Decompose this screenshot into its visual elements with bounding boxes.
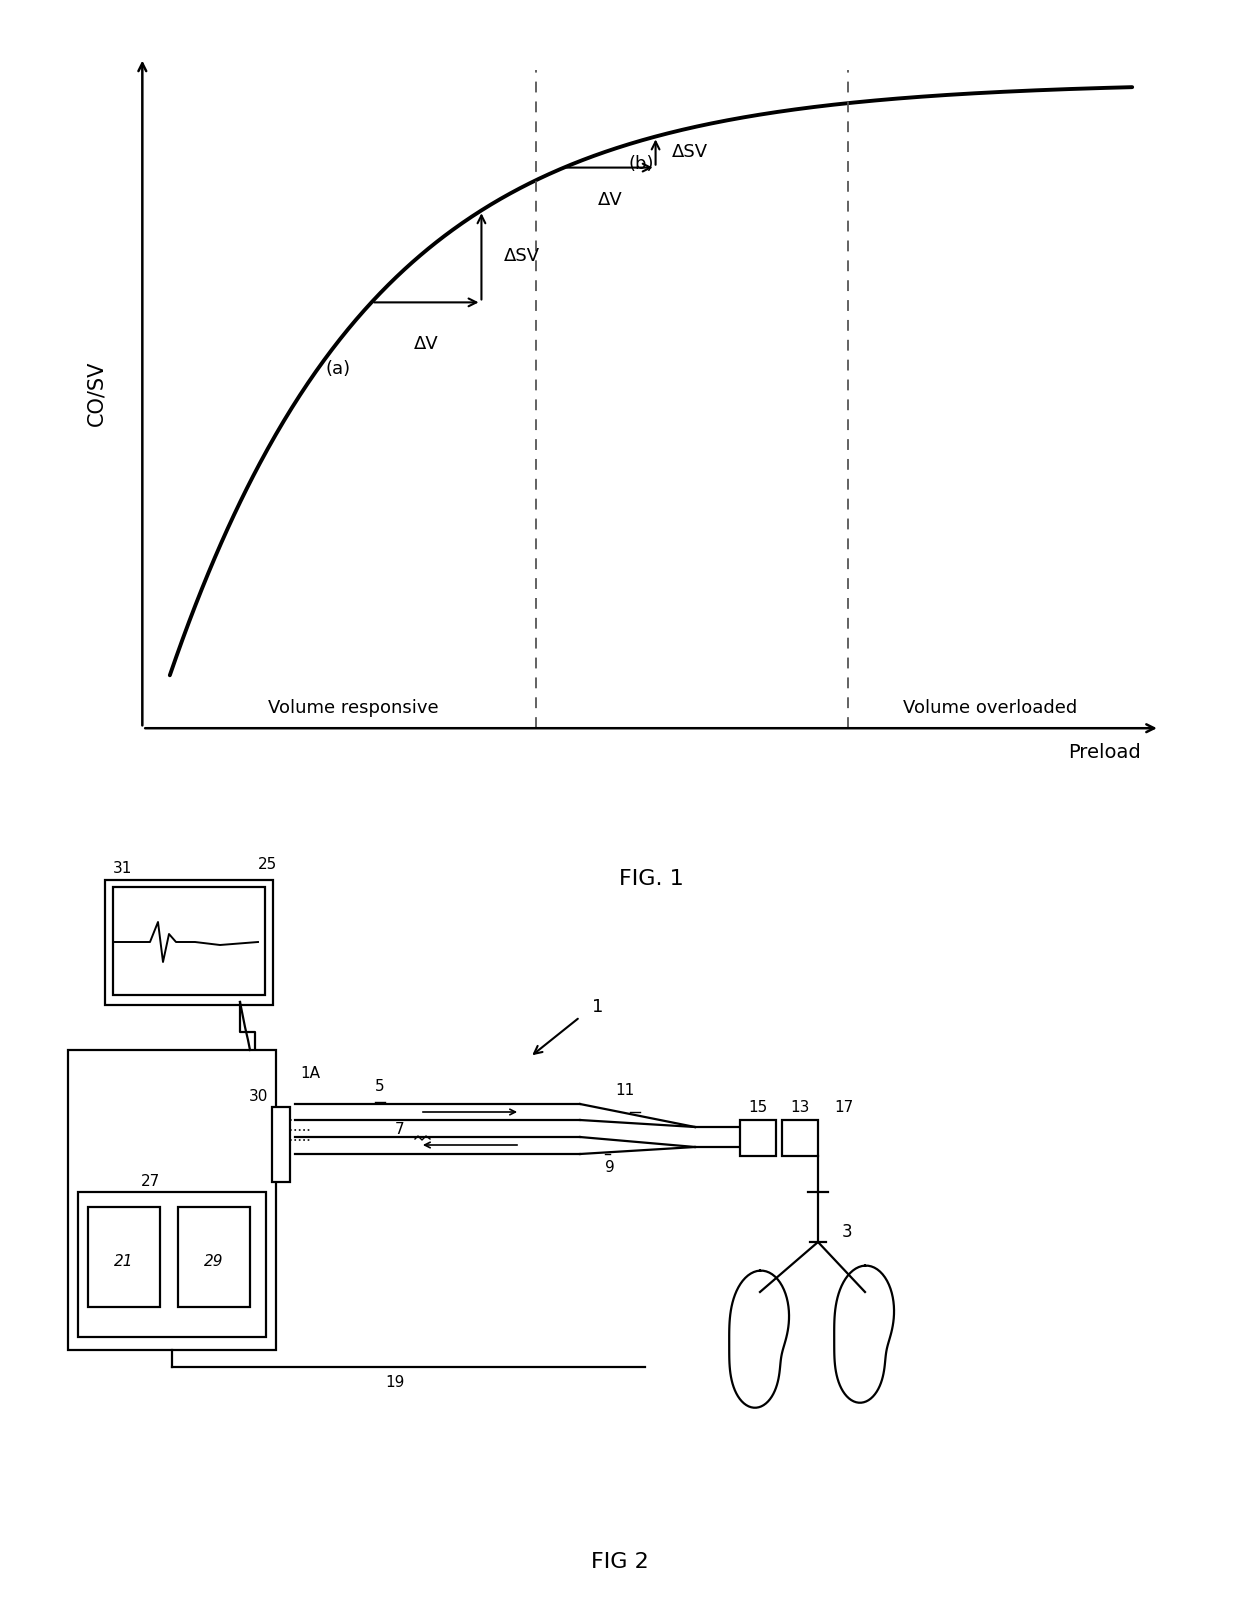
Bar <box>105 881 273 1006</box>
Text: Volume overloaded: Volume overloaded <box>903 699 1078 717</box>
Text: 5: 5 <box>376 1079 384 1094</box>
Text: 13: 13 <box>790 1100 810 1115</box>
Text: 19: 19 <box>386 1375 404 1391</box>
Text: 7: 7 <box>396 1123 404 1137</box>
Text: 21: 21 <box>114 1254 134 1269</box>
Text: 9: 9 <box>605 1160 615 1176</box>
Bar <box>740 1120 776 1156</box>
Text: ΔV: ΔV <box>414 335 439 353</box>
Text: Volume responsive: Volume responsive <box>268 699 439 717</box>
Text: Preload: Preload <box>1069 743 1141 762</box>
Text: CO/SV: CO/SV <box>87 361 107 425</box>
Text: 30: 30 <box>249 1089 268 1104</box>
Text: ΔV: ΔV <box>598 191 622 209</box>
Bar <box>782 1120 818 1156</box>
Text: (b): (b) <box>629 154 653 173</box>
Text: 25: 25 <box>258 857 278 873</box>
Text: (a): (a) <box>326 361 351 379</box>
Bar <box>78 1192 267 1338</box>
Bar <box>68 1051 277 1351</box>
Text: ΔSV: ΔSV <box>672 143 708 160</box>
Text: ΔSV: ΔSV <box>505 247 541 265</box>
Text: 1A: 1A <box>300 1067 320 1081</box>
Bar <box>179 1206 250 1307</box>
Text: 11: 11 <box>615 1083 635 1099</box>
Text: FIG 2: FIG 2 <box>591 1553 649 1572</box>
Text: 29: 29 <box>205 1254 223 1269</box>
Text: 15: 15 <box>749 1100 768 1115</box>
Text: 17: 17 <box>835 1100 853 1115</box>
Bar <box>113 887 265 994</box>
Text: 1: 1 <box>591 998 604 1015</box>
Bar <box>88 1206 160 1307</box>
Text: 27: 27 <box>140 1174 160 1189</box>
Text: 3: 3 <box>842 1222 853 1241</box>
Bar <box>272 1107 290 1182</box>
Text: 31: 31 <box>113 861 133 876</box>
Text: FIG. 1: FIG. 1 <box>619 869 683 889</box>
